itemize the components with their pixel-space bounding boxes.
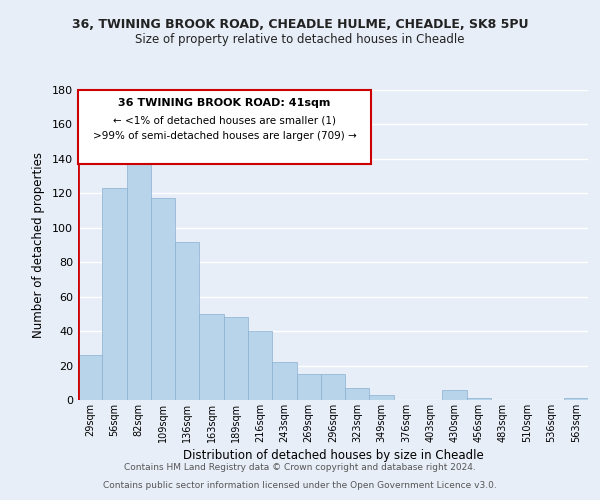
Text: Contains public sector information licensed under the Open Government Licence v3: Contains public sector information licen… [103,480,497,490]
Bar [467,398,491,400]
Bar [151,198,175,400]
Bar [370,395,394,400]
Text: Size of property relative to detached houses in Cheadle: Size of property relative to detached ho… [135,32,465,46]
Y-axis label: Number of detached properties: Number of detached properties [32,152,45,338]
Text: 36 TWINING BROOK ROAD: 41sqm: 36 TWINING BROOK ROAD: 41sqm [118,98,331,108]
Bar [224,318,248,400]
Bar [321,374,345,400]
Bar [199,314,224,400]
Bar [564,398,588,400]
Text: >99% of semi-detached houses are larger (709) →: >99% of semi-detached houses are larger … [93,131,356,141]
Bar [296,374,321,400]
Bar [175,242,199,400]
Bar [127,142,151,400]
Text: Contains HM Land Registry data © Crown copyright and database right 2024.: Contains HM Land Registry data © Crown c… [124,463,476,472]
Bar [272,362,296,400]
Bar [345,388,370,400]
Bar [78,355,102,400]
FancyBboxPatch shape [78,90,371,164]
Bar [102,188,127,400]
Bar [442,390,467,400]
Text: 36, TWINING BROOK ROAD, CHEADLE HULME, CHEADLE, SK8 5PU: 36, TWINING BROOK ROAD, CHEADLE HULME, C… [72,18,528,30]
Bar [248,331,272,400]
X-axis label: Distribution of detached houses by size in Cheadle: Distribution of detached houses by size … [182,449,484,462]
Text: ← <1% of detached houses are smaller (1): ← <1% of detached houses are smaller (1) [113,116,336,126]
